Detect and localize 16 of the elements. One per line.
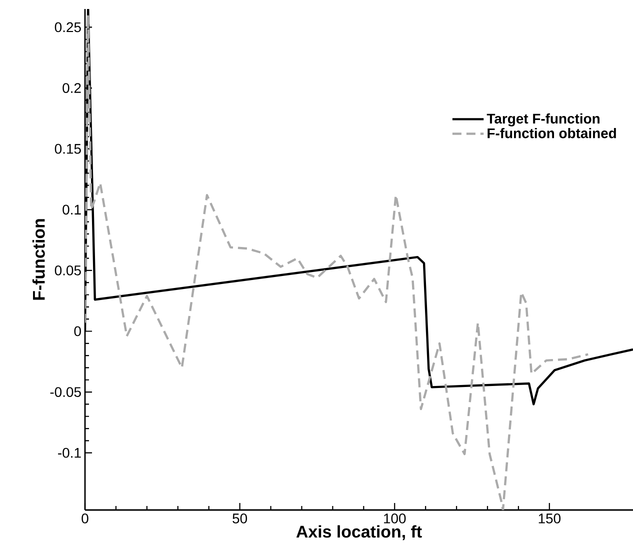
x-tick-label: 50 — [232, 514, 248, 524]
legend-label: Target F-function — [486, 113, 600, 126]
y-tick-label: 0.1 — [62, 204, 81, 215]
y-tick-label: -0.05 — [50, 387, 81, 397]
y-tick-label: 0 — [74, 326, 81, 336]
legend-label: F-function obtained — [488, 128, 616, 138]
y-tick-label: 0.25 — [54, 22, 81, 32]
y-tick-label: 0.15 — [54, 144, 81, 154]
y-tick-label: -0.1 — [58, 448, 81, 458]
y-tick-label: 0.2 — [62, 83, 81, 93]
y-tick-label: 0.05 — [54, 265, 81, 276]
y-axis-title: F-function — [32, 219, 45, 300]
x-tick-label: 0 — [82, 514, 88, 524]
x-tick-label: 100 — [384, 514, 406, 524]
x-axis-title: Axis location, ft — [296, 525, 422, 540]
x-tick-label: 150 — [538, 514, 561, 524]
